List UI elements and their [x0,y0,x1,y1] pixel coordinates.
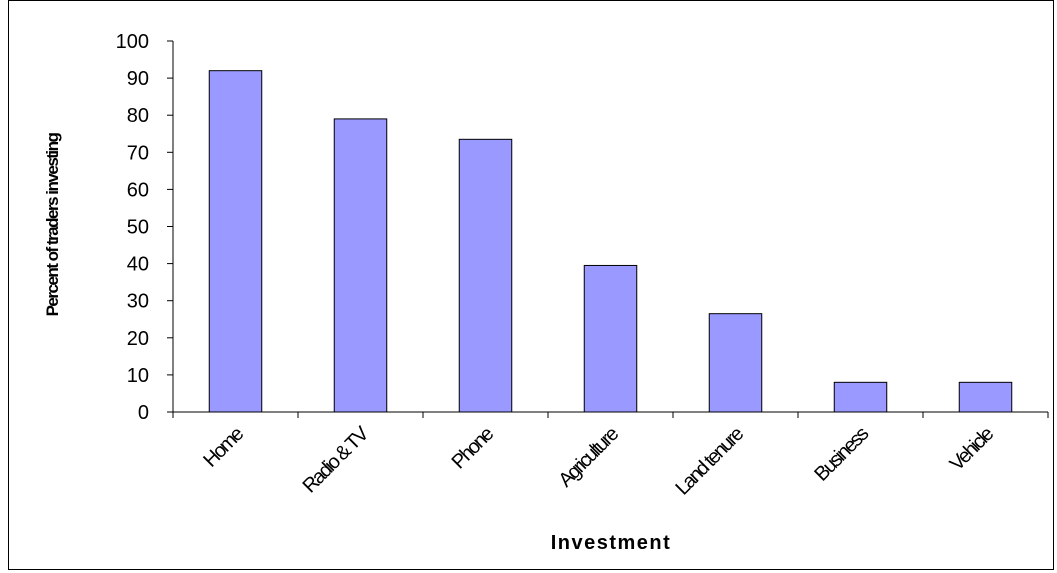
chart-frame [8,0,1054,570]
x-category-label: Vehicle [946,423,999,476]
y-axis: 0 10 20 30 40 50 60 70 80 90 100 [116,31,174,424]
bar-radio-tv [333,118,388,413]
x-axis: Home Radio & TV Phone Agriculture Land tenur… [172,411,1049,500]
bar-home [208,70,263,413]
bar-vehicle [958,381,1013,413]
y-tick-label: 100 [116,31,149,53]
y-tick-label: 80 [127,105,149,127]
y-tick-label: 50 [127,217,149,239]
x-category-label: Agriculture [554,423,623,492]
y-tick-label: 60 [127,179,149,201]
x-category-label: Land tenure [672,423,749,500]
y-axis-title: Percent of traders investing [43,132,62,316]
y-tick-label: 40 [127,254,149,276]
y-tick-label: 90 [127,68,149,90]
y-tick-label: 70 [127,142,149,164]
x-category-label: Radio & TV [299,422,374,497]
y-tick-label: 0 [138,402,149,424]
x-category-label: Phone [448,423,499,474]
bar-agriculture [583,264,638,413]
x-category-label: Business [810,423,873,486]
bar-business [833,381,888,413]
y-tick-label: 10 [127,365,149,387]
y-tick-label: 30 [127,291,149,313]
bars [208,70,1013,413]
bar-phone [458,138,513,413]
y-tick-label: 20 [127,328,149,350]
x-axis-title: Investment [551,532,672,554]
x-category-label: Home [199,423,248,472]
bar-land-tenure [708,313,763,413]
